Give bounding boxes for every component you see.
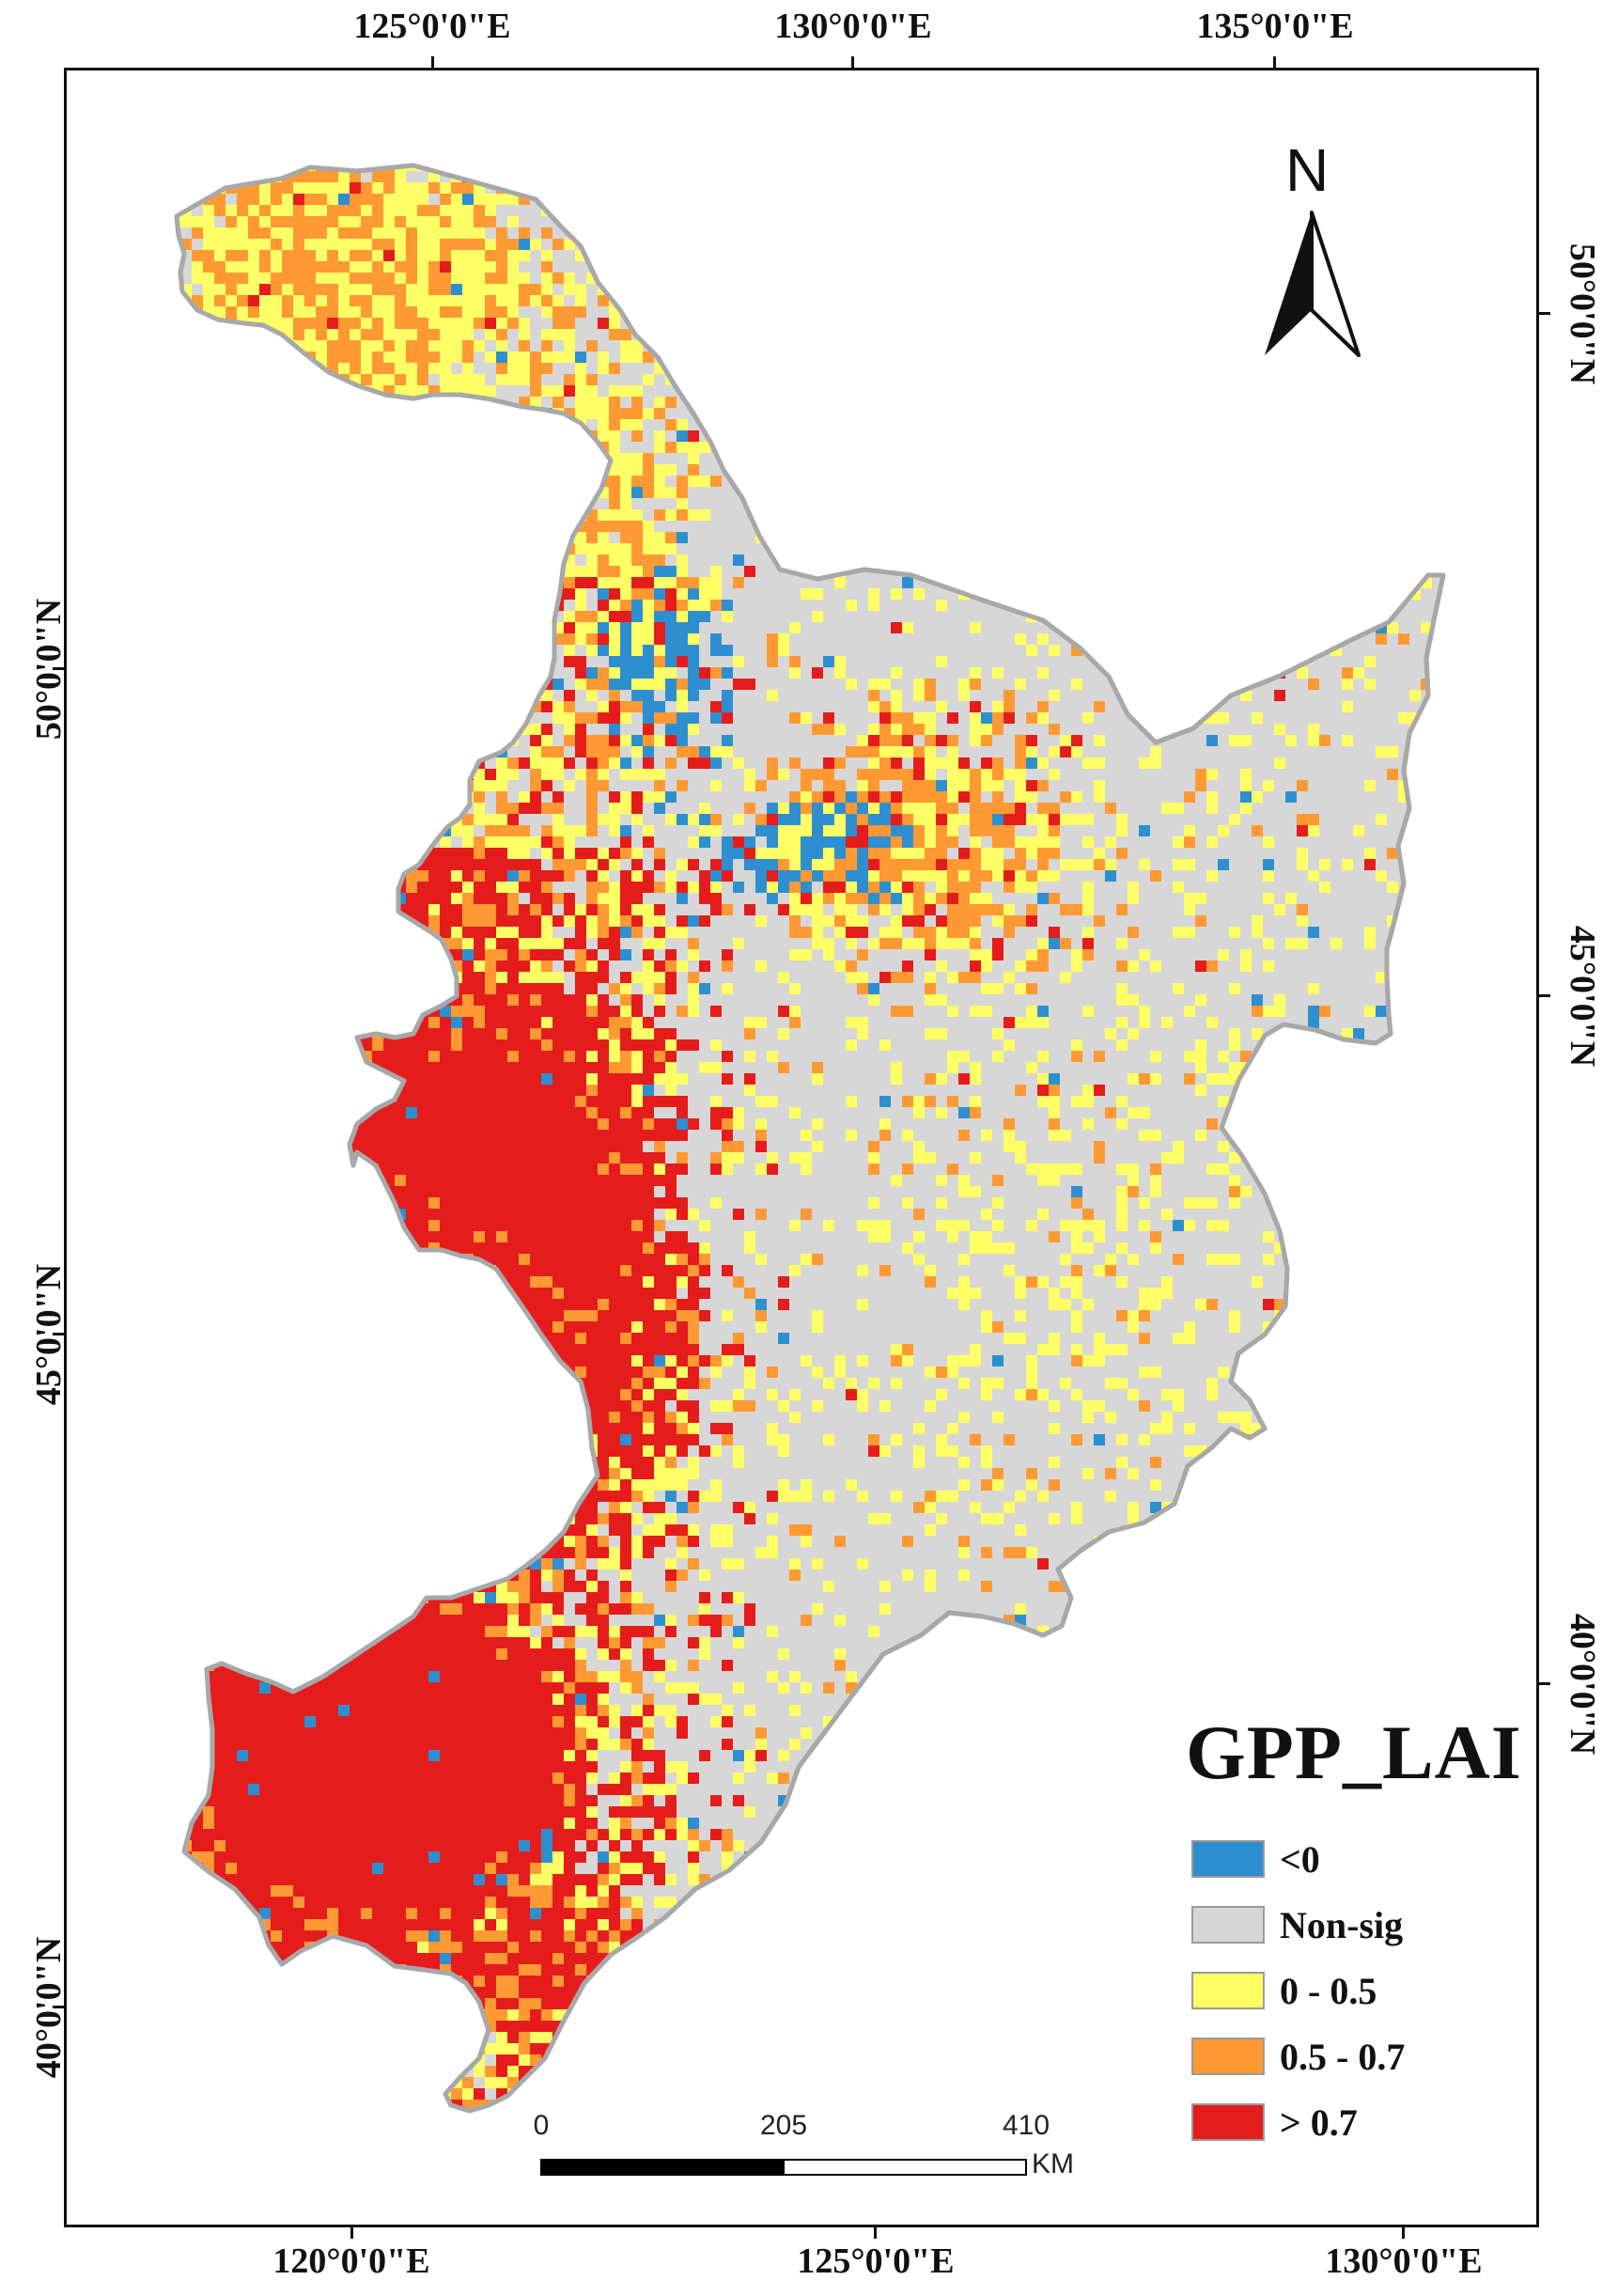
legend-item-0.5-0.7: 0.5 - 0.7	[1191, 2035, 1406, 2078]
legend-item-non-sig: Non-sig	[1191, 1903, 1404, 1946]
legend-swatch	[1191, 1972, 1265, 2009]
graticule-tick-top-1	[431, 56, 434, 68]
scale-bar-segment-1	[540, 2159, 785, 2176]
legend-label: Non-sig	[1280, 1903, 1404, 1946]
legend-label: 0.5 - 0.7	[1280, 2035, 1406, 2078]
graticule-tick-bottom-2	[874, 2227, 877, 2239]
legend-swatch	[1191, 2103, 1265, 2141]
raster-cells	[177, 165, 1443, 2111]
legend-item-negative: <0	[1191, 1837, 1320, 1881]
legend-swatch	[1191, 1906, 1265, 1944]
region-border	[174, 163, 1446, 2114]
scale-bar-segment-2	[783, 2159, 1027, 2176]
graticule-label-bottom-1: 120°0'0"E	[272, 2241, 430, 2281]
legend-label: 0 - 0.5	[1280, 1969, 1377, 2012]
graticule-tick-right-3	[1539, 1682, 1550, 1685]
legend-title: GPP_LAI	[1186, 1710, 1522, 1795]
scale-unit-label: KM	[1032, 2148, 1074, 2179]
legend-label: <0	[1280, 1837, 1320, 1881]
legend-swatch	[1191, 1840, 1265, 1878]
graticule-tick-left-3	[53, 2006, 64, 2008]
legend-swatch	[1191, 2038, 1265, 2075]
north-arrow-icon	[1265, 211, 1361, 357]
graticule-tick-bottom-1	[350, 2227, 353, 2239]
graticule-tick-top-3	[1273, 56, 1276, 68]
graticule-tick-left-2	[53, 1333, 64, 1335]
graticule-label-top-2: 130°0'0"E	[774, 7, 932, 46]
graticule-tick-left-1	[53, 667, 64, 670]
graticule-tick-right-1	[1539, 312, 1550, 315]
graticule-label-top-1: 125°0'0"E	[353, 7, 511, 46]
graticule-tick-right-2	[1539, 994, 1550, 997]
graticule-tick-top-2	[851, 56, 854, 68]
scale-label-0: 0	[533, 2110, 550, 2141]
graticule-label-bottom-2: 125°0'0"E	[797, 2241, 955, 2281]
graticule-tick-bottom-3	[1402, 2227, 1405, 2239]
legend-item-0-0.5: 0 - 0.5	[1191, 1969, 1377, 2012]
scale-bar	[540, 2159, 1027, 2176]
graticule-label-bottom-3: 130°0'0"E	[1325, 2241, 1483, 2281]
graticule-label-top-3: 135°0'0"E	[1196, 7, 1354, 46]
north-arrow-label: N	[1285, 136, 1330, 204]
scale-label-410: 410	[1002, 2110, 1050, 2141]
scale-label-205: 205	[759, 2110, 808, 2141]
legend-item-gt-0.7: > 0.7	[1191, 2101, 1358, 2144]
legend-label: > 0.7	[1280, 2101, 1358, 2144]
